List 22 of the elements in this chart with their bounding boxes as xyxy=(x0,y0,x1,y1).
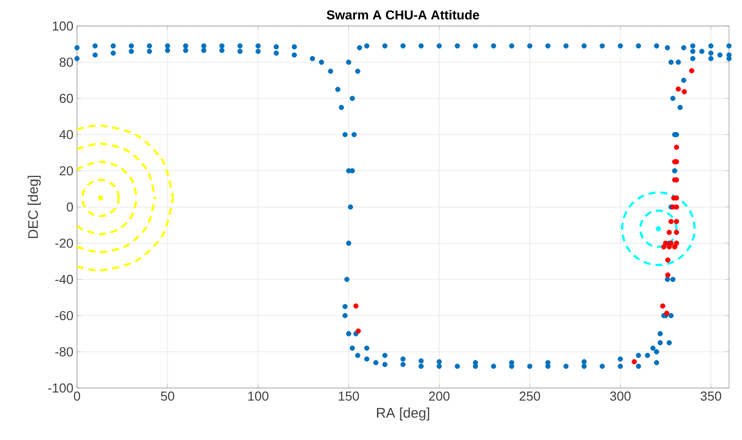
x-tick-label: 150 xyxy=(338,392,359,401)
y-tick-label: 0 xyxy=(66,202,73,212)
chart-title: Swarm A CHU-A Attitude xyxy=(326,10,480,20)
x-axis-title: RA [deg] xyxy=(377,408,430,421)
y-tick-label: 100 xyxy=(52,21,73,31)
x-tick-label: 0 xyxy=(74,392,80,401)
y-tick-label: -100 xyxy=(48,383,73,393)
y-tick-label: -80 xyxy=(55,347,73,356)
x-tick-label: 200 xyxy=(429,392,450,401)
x-tick-label: 50 xyxy=(160,392,174,401)
x-tick-label: 100 xyxy=(248,392,268,401)
x-tick-label: 350 xyxy=(700,392,722,401)
y-tick-label: 40 xyxy=(59,130,73,140)
y-tick-label: -60 xyxy=(55,311,73,320)
y-tick-label: 60 xyxy=(60,94,73,103)
y-tick-label: -40 xyxy=(55,274,73,284)
y-tick-label: 80 xyxy=(60,58,73,67)
x-tick-label: 250 xyxy=(520,392,540,401)
y-tick-label: 20 xyxy=(60,166,73,176)
y-axis-title: DEC [deg] xyxy=(28,176,41,238)
x-tick-label: 300 xyxy=(610,392,631,401)
y-tick-label: -20 xyxy=(55,238,73,248)
